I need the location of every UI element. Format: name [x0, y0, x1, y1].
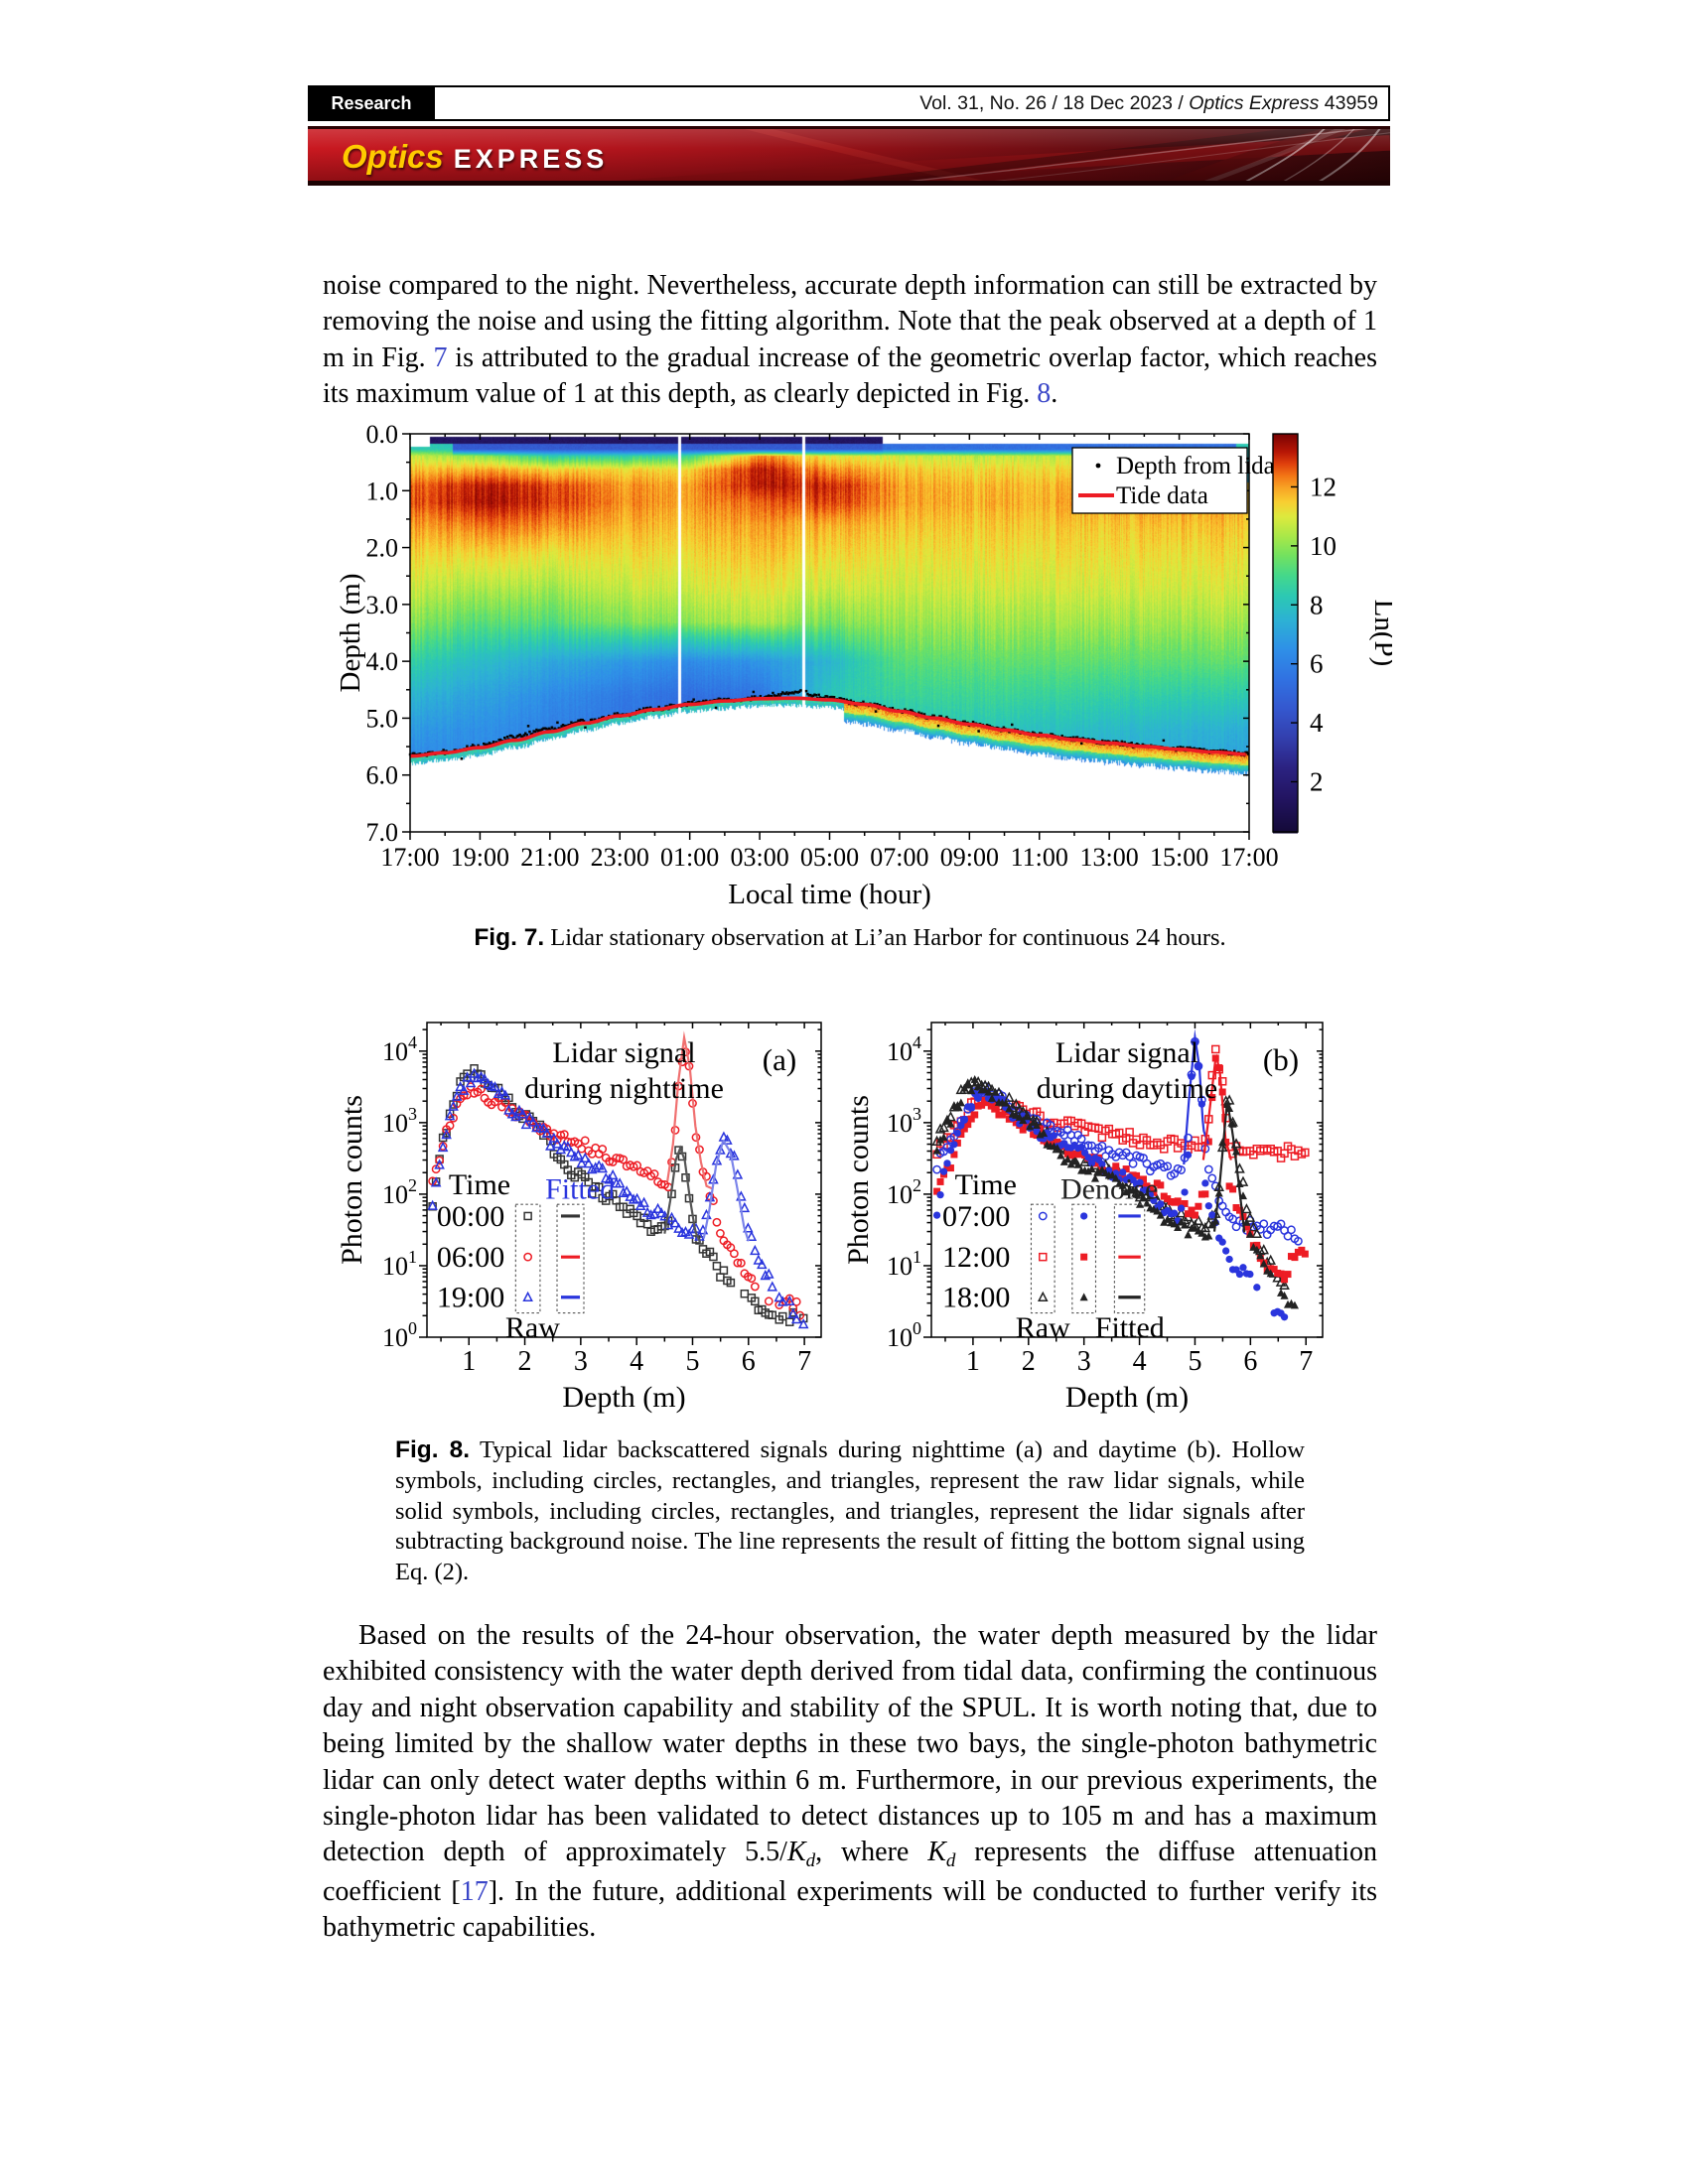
text-run: . — [1051, 378, 1058, 410]
figure-7-caption: Fig. 7. Lidar stationary observation at … — [323, 923, 1377, 954]
paragraph-1: noise compared to the night. Nevertheles… — [323, 268, 1377, 413]
journal-logo: Optics EXPRESS — [342, 138, 608, 176]
text-run: noise compared to the night. Nevertheles… — [323, 270, 1377, 373]
ref-link[interactable]: 8 — [1037, 378, 1052, 410]
text-run: d — [945, 1849, 956, 1871]
article-header: Research Article Vol. 31, No. 26 / 18 De… — [308, 85, 1390, 149]
logo-word-express: EXPRESS — [453, 144, 609, 174]
text-run: Typical lidar backscattered signals duri… — [395, 1436, 1306, 1586]
paragraph-2: Based on the results of the 24-hour obse… — [323, 1618, 1377, 1947]
text-run: Lidar stationary observation at Li’an Ha… — [544, 924, 1226, 951]
text-run: ]. In the future, additional experiments… — [323, 1875, 1377, 1944]
ref-link[interactable]: 17 — [460, 1875, 489, 1907]
figure-7-heatmap — [338, 421, 1392, 909]
text-run: d — [805, 1849, 816, 1871]
text-run: Based on the results of the 24-hour obse… — [323, 1620, 1377, 1868]
figure-8-caption: Fig. 8. Typical lidar backscattered sign… — [395, 1435, 1305, 1588]
text-run: Optics Express — [1189, 92, 1320, 114]
text-run: K — [786, 1837, 806, 1868]
text-run: 43959 — [1319, 92, 1378, 114]
journal-banner: Optics EXPRESS — [308, 126, 1390, 186]
text-run: is attributed to the gradual increase of… — [323, 341, 1377, 410]
logo-word-optics: Optics — [342, 138, 444, 175]
citation: Vol. 31, No. 26 / 18 Dec 2023 / Optics E… — [919, 87, 1378, 119]
text-run: Fig. 7. — [474, 924, 545, 951]
text-run: Fig. 8. — [395, 1436, 471, 1463]
article-type-badge: Research Article — [308, 85, 435, 149]
text-run: Vol. 31, No. 26 / 18 Dec 2023 / — [919, 92, 1190, 114]
text-run: , where — [815, 1837, 928, 1868]
text-run: represents the diffuse attenuation coeff… — [323, 1837, 1378, 1907]
text-run: K — [927, 1837, 946, 1868]
banner-sheen — [308, 129, 1390, 181]
figure-8-scatter-panels — [338, 995, 1392, 1422]
ref-link[interactable]: 7 — [433, 341, 448, 373]
banner-art — [616, 129, 1390, 181]
